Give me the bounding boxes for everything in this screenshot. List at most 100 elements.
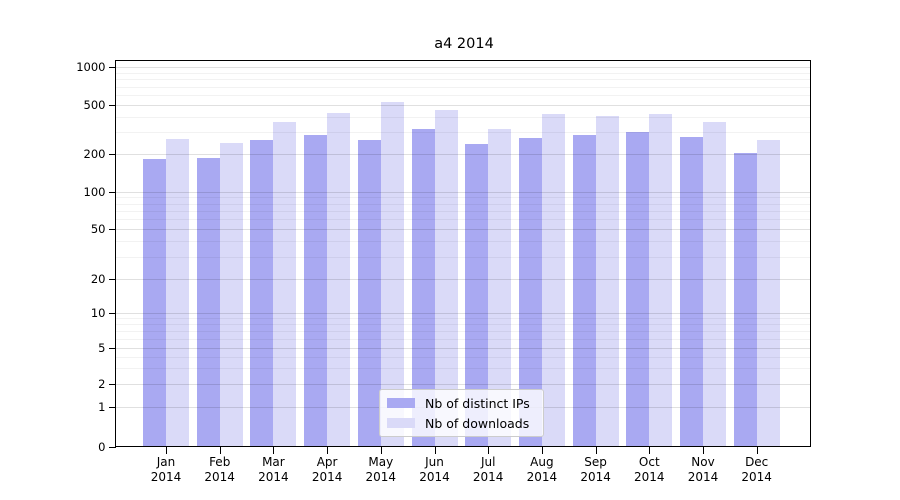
y-tick-mark [108,105,116,106]
x-tick-label: Apr 2014 [295,455,359,486]
y-tick-mark [108,384,116,386]
y-tick-label: 1000 [76,60,106,74]
x-tick-year: 2014 [150,470,182,484]
x-tick-label: Mar 2014 [241,455,305,486]
x-tick-month: Jan [156,454,176,469]
gridline-major [115,312,811,314]
y-tick-mark [108,67,116,68]
x-tick-mark [380,446,382,454]
gridline-minor [115,132,811,134]
bar-nb-of-distinct-ips-mar [250,140,274,447]
x-tick-month: Sep [584,454,607,469]
bar-nb-of-downloads-sep [595,116,619,447]
legend-swatch-nb-of-downloads [387,418,415,428]
y-tick-label: 50 [90,221,106,236]
bar-nb-of-downloads-oct [649,114,673,447]
x-tick-label: Nov 2014 [671,455,735,486]
y-tick-mark [108,312,116,314]
x-tick-mark [595,446,597,454]
x-tick-mark [166,446,167,454]
x-tick-year: 2014 [526,470,558,484]
x-tick-month: Oct [638,454,660,469]
x-tick-mark [541,446,543,454]
x-tick-label: Jun 2014 [403,455,467,486]
x-tick-year: 2014 [365,470,397,484]
x-tick-year: 2014 [419,470,450,484]
gridline-minor [115,256,811,258]
x-tick-year: 2014 [204,470,235,484]
x-tick-month: Nov [691,454,715,469]
legend-label: Nb of distinct IPs [425,395,530,411]
x-tick-label: May 2014 [349,455,413,486]
gridline-major [115,105,811,106]
bar-nb-of-downloads-may [380,102,404,447]
y-tick-mark [108,407,116,409]
x-tick-label: Aug 2014 [510,455,574,486]
bar-nb-of-downloads-mar [273,122,297,447]
x-tick-month: Dec [745,454,769,469]
y-tick-mark [108,279,116,280]
bar-nb-of-downloads-nov [703,122,726,447]
x-tick-month: Feb [209,454,231,469]
legend-item-nb-of-downloads: Nb of downloads [387,415,535,432]
x-tick-year: 2014 [472,470,504,484]
gridline-minor [115,324,811,326]
bar-nb-of-distinct-ips-jun [411,129,435,447]
x-tick-year: 2014 [687,470,719,484]
y-tick-label: 20 [90,272,106,286]
x-tick-mark [756,446,758,454]
x-tick-month: May [368,454,394,469]
bar-nb-of-distinct-ips-may [357,139,381,447]
gridline-minor [115,79,811,81]
legend-label: Nb of downloads [425,415,530,431]
bar-nb-of-distinct-ips-apr [304,135,328,447]
bar-nb-of-distinct-ips-dec [733,153,757,447]
gridline-minor [115,331,811,333]
bar-nb-of-distinct-ips-aug [518,138,542,447]
gridline-major [115,384,811,386]
y-tick-mark [108,191,116,193]
y-tick-mark [108,348,116,350]
gridline-minor [115,86,811,88]
x-tick-label: Dec 2014 [725,455,789,486]
x-tick-month: Jun [425,454,444,469]
gridline-minor [115,338,811,340]
gridline-major [115,228,811,230]
x-tick-year: 2014 [634,470,665,484]
chart-title: a4 2014 [434,36,494,52]
x-tick-year: 2014 [580,470,611,484]
y-tick-mark [108,154,116,156]
x-tick-mark [649,446,651,454]
gridline-major [115,67,811,68]
bar-nb-of-distinct-ips-sep [572,135,596,447]
gridline-major [115,191,811,193]
legend-swatch-nb-of-distinct-ips [387,398,415,408]
y-tick-label: 2 [98,377,106,392]
bar-nb-of-distinct-ips-nov [680,136,703,447]
bar-nb-of-distinct-ips-oct [626,132,650,447]
gridline-major [115,348,811,350]
bar-nb-of-downloads-apr [327,112,351,447]
x-tick-month: Jul [480,454,496,469]
y-tick-mark [108,228,116,230]
x-tick-mark [488,446,490,454]
x-tick-mark [273,446,275,454]
bar-nb-of-downloads-aug [541,113,565,447]
x-tick-label: Oct 2014 [617,455,681,486]
bar-nb-of-downloads-dec [756,139,780,447]
gridline-major [115,279,811,280]
x-tick-mark [327,446,329,454]
y-tick-label: 0 [98,439,106,454]
gridline-minor [115,95,811,96]
gridline-major [115,154,811,156]
x-tick-month: Mar [262,454,285,469]
x-tick-month: Apr [316,454,338,469]
gridline-minor [115,240,811,242]
x-tick-year: 2014 [311,470,343,484]
gridline-minor [115,210,811,212]
gridline-minor [115,368,811,370]
y-tick-label: 10 [90,305,106,320]
legend: Nb of distinct IPs Nb of downloads [379,389,544,437]
y-tick-label: 500 [83,98,106,112]
